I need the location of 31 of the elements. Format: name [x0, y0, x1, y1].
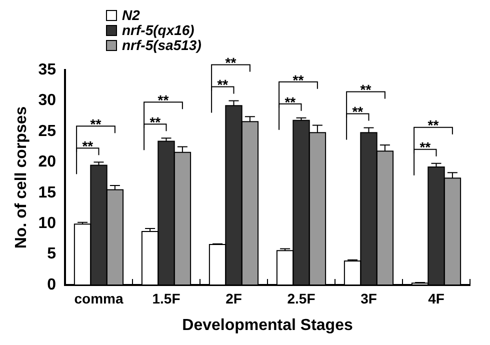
y-tick-label: 20: [38, 154, 56, 171]
annotation: **: [158, 92, 170, 108]
x-tick-label: 4F: [428, 290, 445, 306]
annotation: **: [352, 104, 364, 120]
y-tick-label: 5: [47, 246, 56, 263]
annotation: **: [217, 76, 229, 93]
x-axis-title: Developmental Stages: [182, 316, 353, 334]
annotation: **: [90, 116, 102, 132]
legend-label: nrf-5(sa513): [122, 37, 202, 53]
annotation: **: [284, 94, 296, 110]
annotation: **: [82, 138, 94, 154]
x-tick-label: 2F: [226, 290, 242, 306]
y-tick-label: 30: [38, 92, 56, 110]
x-tick-label: 1.5F: [152, 290, 181, 306]
y-tick-label: 35: [38, 61, 56, 78]
annotation: **: [420, 139, 432, 156]
annotation: **: [150, 114, 162, 130]
x-tick-label: comma: [74, 290, 124, 306]
annotation: **: [360, 82, 372, 98]
y-tick-label: 0: [47, 276, 56, 294]
y-axis-title: No. of cell corpses: [13, 106, 30, 249]
legend-label: nrf-5(qx16): [122, 22, 194, 38]
x-tick-label: 2.5F: [287, 290, 316, 306]
annotation: **: [428, 117, 440, 134]
y-tick-label: 10: [38, 214, 56, 232]
annotation: **: [292, 72, 304, 88]
y-tick-label: 25: [38, 122, 56, 140]
legend-label: N2: [122, 7, 140, 23]
y-tick-label: 15: [38, 184, 56, 202]
x-tick-label: 3F: [360, 290, 378, 306]
annotation: **: [225, 54, 237, 71]
